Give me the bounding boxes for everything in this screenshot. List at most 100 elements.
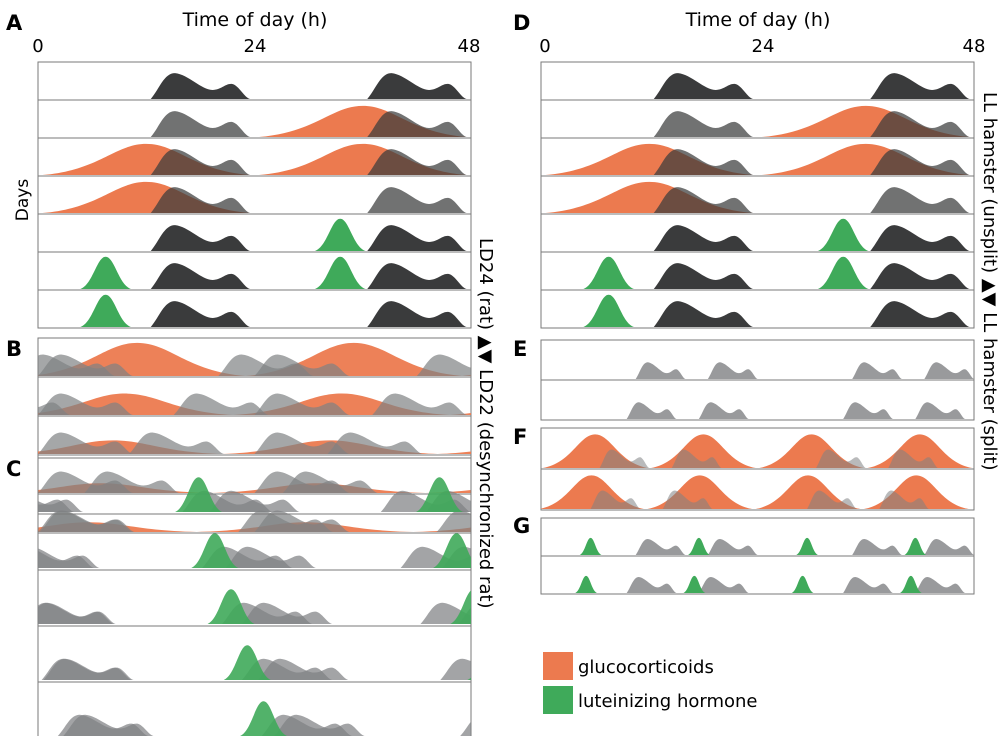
tick-left-24: 24 (244, 36, 267, 57)
panel-c-lh-surge (450, 590, 471, 624)
panel-c-lh-surge (223, 645, 271, 680)
panel-g-activity-bout (852, 539, 902, 555)
panel-b-activity-bout (38, 354, 133, 376)
panel-d-lh-surge (583, 256, 634, 289)
panel-label-g: G (513, 514, 530, 538)
panel-e-activity-bout (698, 402, 749, 419)
panel-g-activity-bout (626, 577, 677, 593)
panel-b-activity-bout (38, 471, 133, 493)
panel-b-activity-bout (327, 432, 423, 454)
panel-g-lh-surge (579, 537, 602, 555)
tick-left-0: 0 (32, 36, 43, 57)
tick-right-0: 0 (539, 36, 550, 57)
panel-a-activity-bout (150, 225, 250, 251)
panel-a-activity-bout (367, 187, 467, 213)
panel-b-activity-bout (416, 354, 471, 376)
panel-c-lh-surge (191, 533, 239, 568)
panel-g-activity-bout (707, 539, 758, 555)
panel-c-activity-bout (225, 546, 316, 568)
panel-d-activity-bout (653, 73, 753, 99)
panel-g-lh-surge (904, 537, 927, 555)
panel-d-activity-bout (870, 225, 970, 251)
panel-f-gc-peak (755, 475, 861, 509)
panel-d-activity-bout (653, 225, 753, 251)
panel-e-activity-bout (707, 362, 758, 379)
panel-b-gc-peak (449, 412, 471, 415)
panel-b-activity-bout (129, 432, 224, 454)
panel-b-activity-bout (173, 393, 269, 415)
panel-c-lh-surge (240, 701, 287, 736)
panel-f-activity-bout (879, 490, 929, 509)
panel-g-activity-bout (924, 539, 974, 555)
panel-c-activity-bout (38, 499, 84, 512)
panel-e-activity-bout (626, 402, 677, 419)
panel-e-marks (626, 362, 974, 419)
panel-g-lh-surge (688, 537, 710, 555)
panel-c-activity-bout (258, 658, 349, 680)
panel-b-activity-bout (0, 433, 25, 454)
panel-b-gc-peak (0, 440, 5, 454)
panel-b-activity-bout (436, 510, 471, 532)
panel-d-activity-bout (653, 301, 753, 327)
axis-title-right: Time of day (h) (685, 9, 831, 31)
legend-label-lh: luteinizing hormone (578, 691, 758, 712)
panel-e-activity-bout (843, 402, 893, 419)
panel-b-gc-peak (425, 489, 471, 493)
panel-e-activity-bout (852, 362, 902, 379)
panel-g-lh-surge (791, 575, 814, 593)
panel-c-activity-bout (57, 714, 149, 736)
panel-g-marks (575, 537, 974, 593)
panel-label-a: A (6, 11, 23, 35)
panel-g-activity-bout (915, 577, 965, 593)
panel-label-d: D (513, 11, 530, 35)
panel-a-activity-bout (367, 73, 467, 99)
panel-c-lh-surge (207, 589, 255, 624)
panel-a-activity-bout (150, 111, 250, 137)
panel-a-activity-bout (150, 301, 250, 327)
panel-a-lh-surge (80, 256, 131, 289)
panel-f-activity-bout (816, 449, 866, 468)
panel-b-activity-bout (254, 432, 350, 454)
panel-a-activity-bout (150, 73, 250, 99)
panel-c-activity-bout (675, 603, 765, 624)
panel-label-f: F (513, 425, 527, 449)
panel-d-lh-surge (817, 256, 869, 289)
panel-d-activity-bout (870, 263, 970, 289)
panel-c-activity-bout (209, 490, 300, 512)
panel-c-lh-surge (433, 533, 471, 568)
panel-f-activity-bout (599, 449, 650, 468)
panel-f-activity-bout (888, 449, 938, 468)
axis-title-left: Time of day (h) (182, 9, 328, 31)
tick-left-48: 48 (458, 36, 481, 57)
panel-b-activity-bout (38, 510, 133, 532)
panel-e-activity-bout (915, 402, 965, 419)
panel-a-marks (42, 73, 467, 327)
panel-a-lh-surge (314, 256, 366, 289)
panel-c-activity-bout (241, 602, 333, 624)
panel-d-lh-surge (817, 218, 869, 251)
panel-d-activity-bout (653, 187, 753, 213)
panel-label-c: C (6, 457, 21, 481)
panel-c-activity-bout (440, 658, 471, 680)
panel-d-marks (545, 73, 970, 327)
panel-d-activity-bout (653, 149, 753, 175)
side-label-right: LL hamster (unsplit) ▲▼ LL hamster (spli… (979, 92, 999, 471)
panel-e-activity-bout (635, 362, 686, 379)
actogram-rows (0, 61, 975, 736)
panel-a-lh-surge (80, 294, 131, 327)
panel-c-lh-surge (415, 477, 463, 512)
panel-g-lh-surge (796, 537, 818, 555)
panel-a-lh-surge (314, 218, 366, 251)
panel-c-activity-bout (274, 714, 365, 736)
panel-g-lh-surge (683, 575, 706, 593)
panel-a-activity-bout (367, 149, 467, 175)
panel-e-activity-bout (924, 362, 974, 379)
panel-b-activity-bout (372, 393, 467, 415)
panel-a-activity-bout (367, 263, 467, 289)
panel-a-activity-bout (367, 111, 467, 137)
panel-d-activity-bout (653, 263, 753, 289)
panel-label-b: B (6, 337, 22, 361)
panel-d-activity-bout (870, 73, 970, 99)
panel-a-activity-bout (150, 149, 250, 175)
legend-swatch-glucocorticoids (543, 652, 573, 680)
